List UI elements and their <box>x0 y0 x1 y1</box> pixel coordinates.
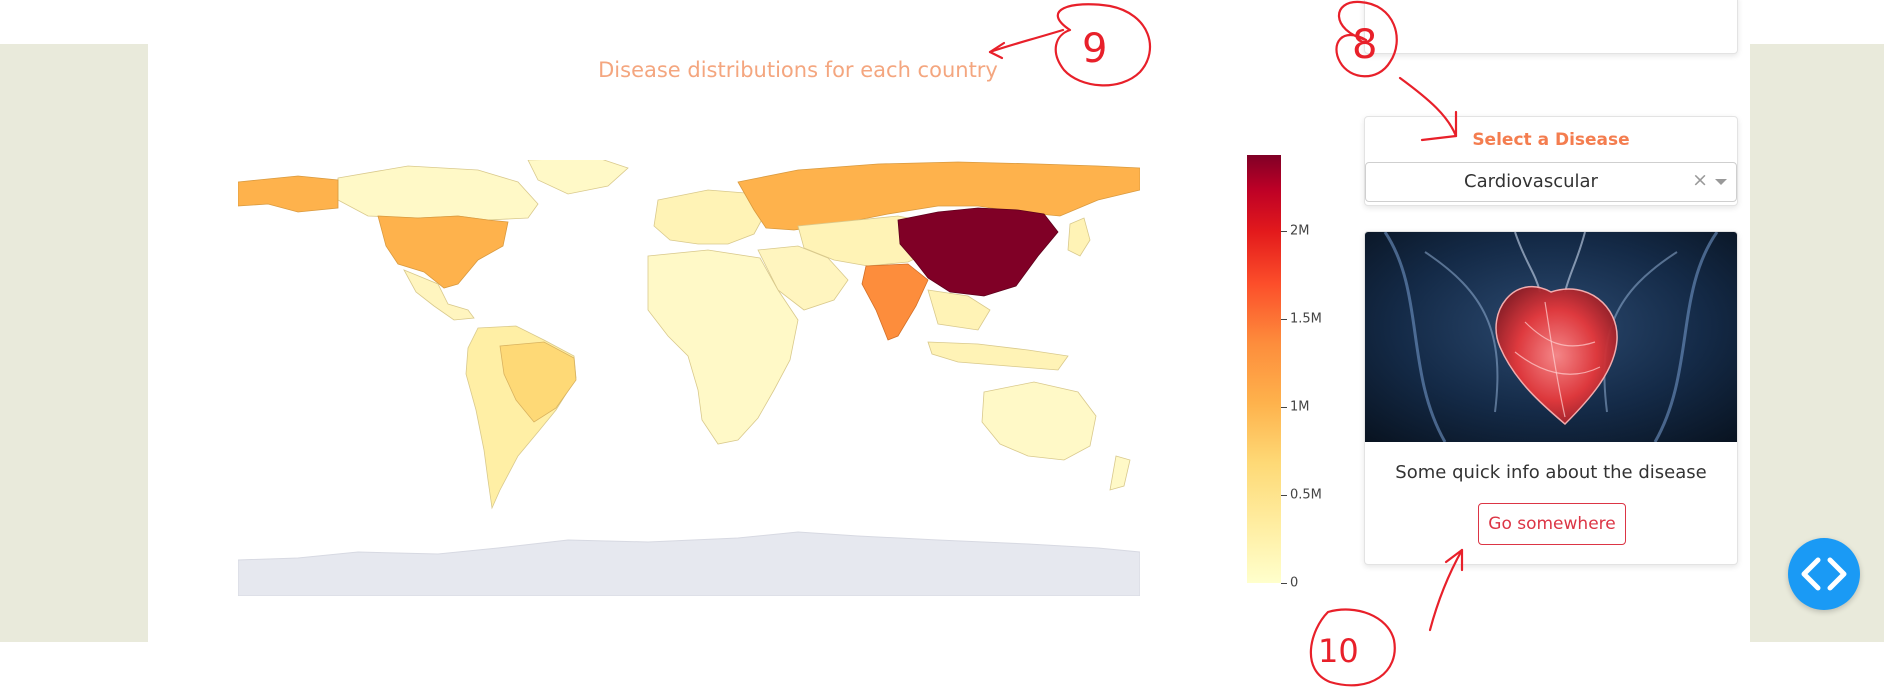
country-europe <box>653 189 767 245</box>
code-toggle-button[interactable] <box>1788 538 1860 610</box>
country-usa <box>377 215 509 289</box>
code-icon <box>1801 557 1847 591</box>
go-somewhere-button[interactable]: Go somewhere <box>1478 503 1626 545</box>
country-middle-east <box>757 245 849 311</box>
dropdown-selected-value: Cardiovascular <box>1464 171 1598 192</box>
colorbar <box>1247 155 1281 583</box>
country-australia <box>981 381 1097 461</box>
colorbar-label-0.5m: 0.5M <box>1290 487 1322 503</box>
colorbar-tick-1m <box>1281 407 1287 408</box>
country-mexico <box>403 269 475 321</box>
heart-image <box>1365 232 1737 442</box>
country-japan <box>1067 217 1091 257</box>
country-greenland <box>527 160 629 195</box>
colorbar-tick-1.5m <box>1281 319 1287 320</box>
left-background-margin <box>0 44 148 642</box>
disease-info-card: Some quick info about the disease Go som… <box>1364 231 1738 565</box>
country-new-zealand <box>1109 455 1131 491</box>
colorbar-label-0: 0 <box>1290 575 1299 591</box>
colorbar-tick-0 <box>1281 583 1287 584</box>
colorbar-label-1.5m: 1.5M <box>1290 311 1322 327</box>
colorbar-label-2m: 2M <box>1290 223 1310 239</box>
colorbar-tick-2m <box>1281 231 1287 232</box>
disease-dropdown[interactable]: Cardiovascular × <box>1365 162 1737 202</box>
country-alaska <box>238 175 339 213</box>
country-africa <box>647 249 799 445</box>
clear-selection-icon[interactable]: × <box>1692 169 1708 191</box>
country-southeast-asia <box>927 289 991 331</box>
chevron-down-icon[interactable] <box>1715 179 1727 185</box>
country-canada <box>337 165 539 221</box>
select-disease-label: Select a Disease <box>1472 130 1630 150</box>
colorbar-label-1m: 1M <box>1290 399 1310 415</box>
world-choropleth-map[interactable] <box>238 160 1140 596</box>
country-china <box>897 207 1059 297</box>
disease-info-text: Some quick info about the disease <box>1395 462 1707 483</box>
country-india <box>861 263 929 341</box>
colorbar-tick-0.5m <box>1281 495 1287 496</box>
country-brazil <box>499 341 577 423</box>
country-indonesia <box>927 341 1069 371</box>
antarctica-region <box>238 531 1140 596</box>
disease-select-card: Select a Disease Cardiovascular × <box>1364 116 1738 206</box>
top-card <box>1364 0 1738 54</box>
